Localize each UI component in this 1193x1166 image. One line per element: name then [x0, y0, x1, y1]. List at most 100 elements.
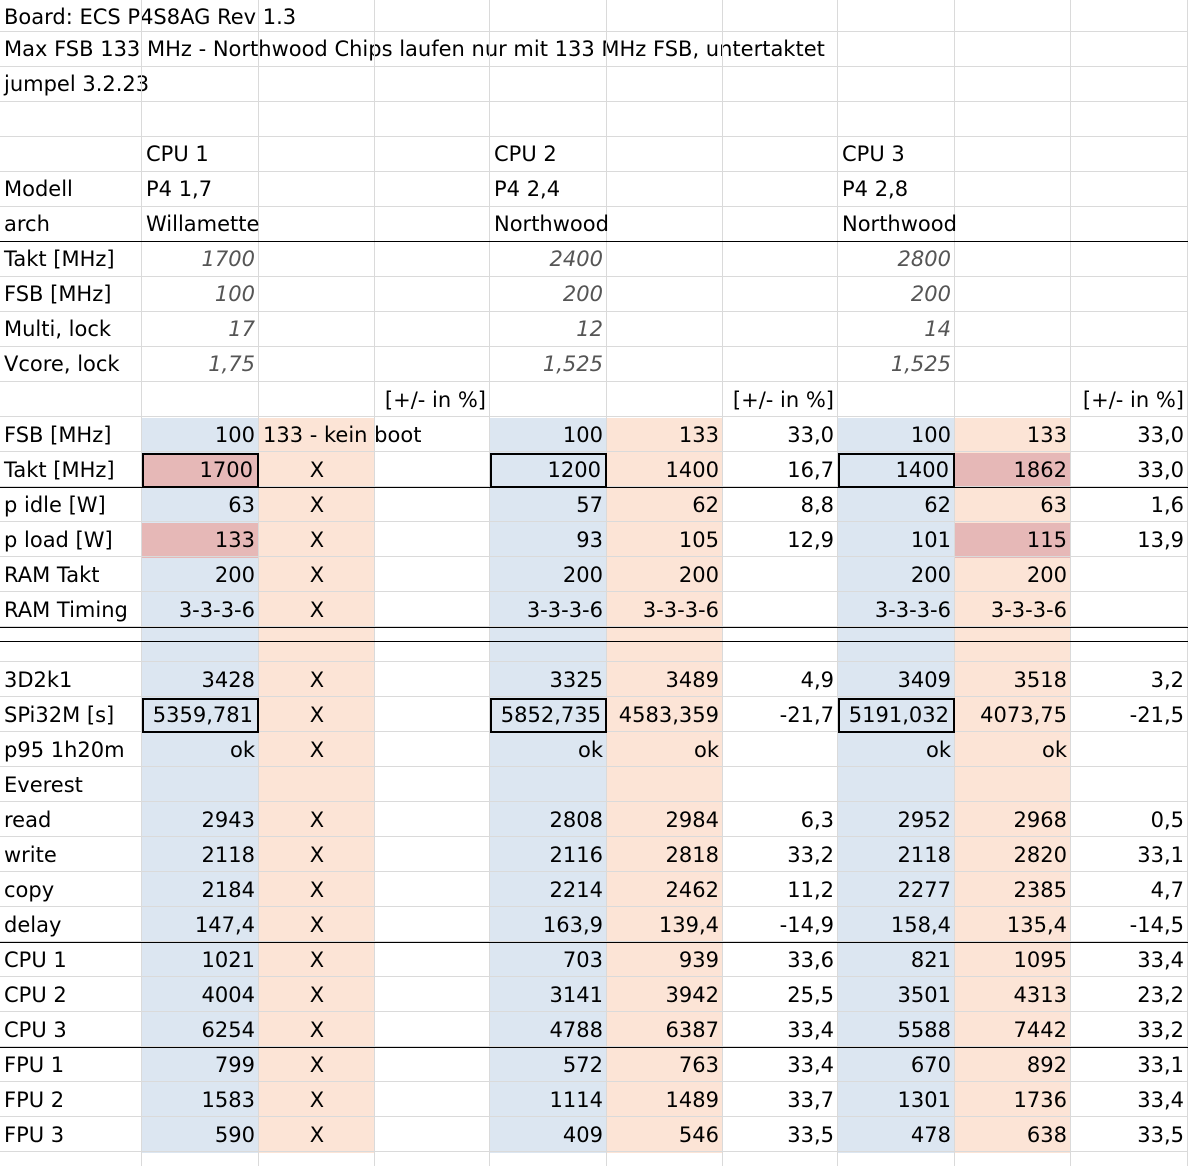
data-cell[interactable]: 1200 — [490, 453, 607, 488]
data-cell[interactable]: 3409 — [897, 668, 951, 692]
data-cell[interactable]: 2952 — [897, 808, 951, 832]
data-cell[interactable]: 546 — [678, 1123, 719, 1147]
spec-value-cell[interactable]: 2800 — [897, 247, 951, 271]
data-row-label[interactable]: SPi32M [s] — [4, 703, 115, 727]
data-cell[interactable]: 2984 — [665, 808, 719, 832]
data-row-label[interactable]: p95 1h20m — [4, 738, 125, 762]
data-cell[interactable]: ok — [577, 738, 603, 762]
data-cell[interactable]: X — [309, 668, 325, 692]
data-cell[interactable]: 3-3-3-6 — [874, 598, 951, 622]
data-cell[interactable]: 5852,735 — [490, 698, 607, 733]
spec-value-cell[interactable]: 1,75 — [208, 352, 255, 376]
cpu-header-cell[interactable]: P4 2,4 — [494, 177, 561, 201]
spec-value-cell[interactable]: 1,525 — [542, 352, 603, 376]
data-cell[interactable]: X — [309, 563, 325, 587]
data-cell[interactable]: 33,4 — [1137, 948, 1184, 972]
data-cell[interactable]: 5191,032 — [838, 698, 955, 733]
spec-value-cell[interactable]: 2400 — [549, 247, 603, 271]
data-cell[interactable]: 799 — [214, 1053, 255, 1077]
data-cell[interactable]: 409 — [562, 1123, 603, 1147]
data-cell[interactable]: 100 — [214, 423, 255, 447]
data-cell[interactable]: 23,2 — [1137, 983, 1184, 1007]
data-cell[interactable]: X — [309, 493, 325, 517]
data-cell[interactable]: X — [309, 983, 325, 1007]
data-row-label[interactable]: p idle [W] — [4, 493, 106, 517]
data-cell[interactable]: ok — [229, 738, 255, 762]
data-cell[interactable]: 3325 — [549, 668, 603, 692]
data-cell[interactable]: 100 — [562, 423, 603, 447]
data-cell[interactable]: ok — [693, 738, 719, 762]
data-cell[interactable]: X — [309, 913, 325, 937]
data-cell[interactable]: 158,4 — [890, 913, 951, 937]
data-cell[interactable]: 1400 — [838, 453, 955, 488]
data-cell[interactable]: 4788 — [549, 1018, 603, 1042]
data-cell[interactable]: 1736 — [1013, 1088, 1067, 1112]
data-cell[interactable]: 2808 — [549, 808, 603, 832]
data-cell[interactable]: X — [309, 598, 325, 622]
data-cell[interactable]: 5359,781 — [142, 698, 259, 733]
cpu-header-cell[interactable]: CPU 2 — [494, 142, 557, 166]
data-cell[interactable]: 1489 — [665, 1088, 719, 1112]
cpu-header-cell[interactable]: P4 2,8 — [842, 177, 909, 201]
data-cell[interactable]: 11,2 — [787, 878, 834, 902]
data-cell[interactable]: 3942 — [665, 983, 719, 1007]
data-cell[interactable]: 33,7 — [787, 1088, 834, 1112]
data-cell[interactable]: 200 — [910, 563, 951, 587]
data-cell[interactable]: 163,9 — [542, 913, 603, 937]
spec-row-label[interactable]: FSB [MHz] — [4, 282, 112, 306]
data-row-label[interactable]: 3D2k1 — [4, 668, 73, 692]
data-cell[interactable]: 93 — [576, 528, 603, 552]
data-row-label[interactable]: CPU 3 — [4, 1018, 67, 1042]
data-cell[interactable]: 1400 — [665, 458, 719, 482]
spec-value-cell[interactable]: 12 — [576, 317, 603, 341]
header-row-label[interactable]: arch — [4, 212, 50, 236]
data-cell[interactable]: 133 - kein boot — [263, 423, 422, 447]
data-row-label[interactable]: FSB [MHz] — [4, 423, 112, 447]
spec-value-cell[interactable]: 200 — [910, 282, 951, 306]
cpu-header-cell[interactable]: P4 1,7 — [146, 177, 213, 201]
data-cell[interactable]: 200 — [678, 563, 719, 587]
data-cell[interactable]: 33,0 — [787, 423, 834, 447]
spec-value-cell[interactable]: 200 — [562, 282, 603, 306]
data-cell[interactable]: X — [309, 948, 325, 972]
data-cell[interactable]: 3-3-3-6 — [990, 598, 1067, 622]
cpu-header-cell[interactable]: CPU 3 — [842, 142, 905, 166]
data-row-label[interactable]: FPU 1 — [4, 1053, 65, 1077]
data-cell[interactable]: 3,2 — [1150, 668, 1184, 692]
cpu-header-cell[interactable]: Northwood — [494, 212, 609, 236]
spec-row-label[interactable]: Vcore, lock — [4, 352, 120, 376]
sheet-title-author-date[interactable]: jumpel 3.2.23 — [4, 72, 150, 96]
data-cell[interactable]: 62 — [692, 493, 719, 517]
data-row-label[interactable]: copy — [4, 878, 55, 902]
data-cell[interactable]: 33,4 — [1137, 1088, 1184, 1112]
data-cell[interactable]: 25,5 — [787, 983, 834, 1007]
data-cell[interactable]: 3518 — [1013, 668, 1067, 692]
data-cell[interactable]: -14,9 — [779, 913, 834, 937]
data-cell[interactable]: 5588 — [897, 1018, 951, 1042]
data-cell[interactable]: 3141 — [549, 983, 603, 1007]
data-cell[interactable]: 2184 — [201, 878, 255, 902]
data-cell[interactable]: 638 — [1026, 1123, 1067, 1147]
data-row-label[interactable]: read — [4, 808, 52, 832]
data-row-label[interactable]: delay — [4, 913, 62, 937]
data-cell[interactable]: 2968 — [1013, 808, 1067, 832]
data-cell[interactable]: 1583 — [201, 1088, 255, 1112]
data-row-label[interactable]: Everest — [4, 773, 83, 797]
data-row-label[interactable]: RAM Timing — [4, 598, 128, 622]
data-cell[interactable]: 33,4 — [787, 1053, 834, 1077]
data-cell[interactable]: X — [309, 1053, 325, 1077]
data-cell[interactable]: 8,8 — [800, 493, 834, 517]
data-cell[interactable]: 1862 — [1013, 458, 1067, 482]
data-cell[interactable]: 33,1 — [1137, 1053, 1184, 1077]
data-cell[interactable]: 821 — [910, 948, 951, 972]
data-cell[interactable]: 2818 — [665, 843, 719, 867]
data-cell[interactable]: 892 — [1026, 1053, 1067, 1077]
spec-value-cell[interactable]: 1700 — [201, 247, 255, 271]
data-cell[interactable]: 2277 — [897, 878, 951, 902]
data-cell[interactable]: 12,9 — [787, 528, 834, 552]
data-row-label[interactable]: CPU 1 — [4, 948, 67, 972]
data-cell[interactable]: X — [309, 1088, 325, 1112]
spec-value-cell[interactable]: 17 — [228, 317, 255, 341]
data-row-label[interactable]: RAM Takt — [4, 563, 100, 587]
data-cell[interactable]: 16,7 — [787, 458, 834, 482]
